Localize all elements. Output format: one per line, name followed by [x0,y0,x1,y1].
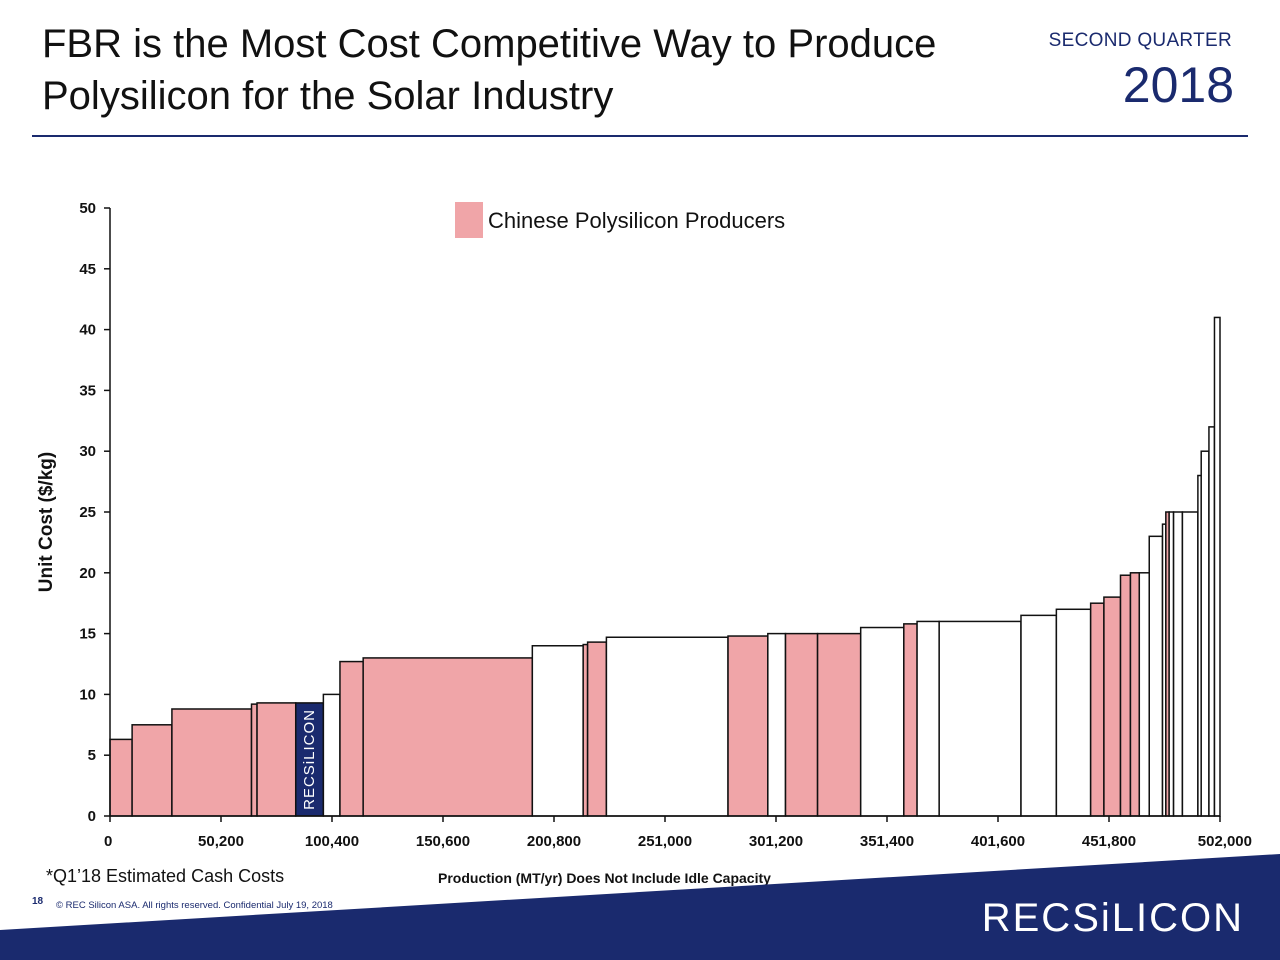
x-tick-label: 0 [104,833,112,850]
y-tick-label: 5 [88,747,96,764]
bar-other-22 [1055,608,1092,817]
company-logo: RECSiLICON [981,896,1244,940]
x-tick-label: 50,200 [198,833,244,850]
page-title: FBR is the Most Cost Competitive Way to … [42,18,1022,122]
x-tick-label: 301,200 [749,833,803,850]
bar-chinese-13 [727,635,769,817]
y-tick-label: 35 [79,382,96,399]
x-tick-label: 451,800 [1082,833,1136,850]
y-axis-title: Unit Cost ($/kg) [36,452,57,592]
copyright-text: © REC Silicon ASA. All rights reserved. … [56,900,333,911]
bar-chinese-4 [256,702,297,817]
x-tick-label: 401,600 [971,833,1025,850]
bar-rec-5 [294,702,325,817]
y-tick-label: 50 [79,200,96,217]
bar-other-20 [938,620,1022,817]
bar-chinese-15 [784,632,819,817]
footnote: *Q1’18 Estimated Cash Costs [46,866,285,886]
y-tick-label: 40 [79,322,96,339]
x-tick-label: 100,400 [305,833,359,850]
rec-bar-label: RECSiLICON [301,709,318,810]
title-line-1: FBR is the Most Cost Competitive Way to … [42,22,937,66]
title-divider [32,135,1248,137]
x-tick-label: 502,000 [1198,833,1252,850]
year-label: 2018 [1122,57,1234,113]
y-tick-label: 20 [79,565,96,582]
x-tick-label: 251,000 [638,833,692,850]
x-tick-label: 351,400 [860,833,914,850]
bar-other-12 [605,636,729,817]
x-tick-label: 200,800 [527,833,581,850]
legend-swatch [455,202,483,238]
y-tick-label: 0 [88,808,96,825]
y-tick-label: 45 [79,261,96,278]
quarter-label: SECOND QUARTER [1048,30,1232,51]
y-tick-label: 30 [79,443,96,460]
bar-other-17 [859,626,905,817]
bar-chinese-16 [816,632,862,817]
x-axis-label: Production (MT/yr) Does Not Include Idle… [438,870,771,886]
x-tick-label: 150,600 [416,833,470,850]
y-tick-label: 15 [79,626,96,643]
legend-label: Chinese Polysilicon Producers [488,208,785,233]
y-tick-label: 10 [79,686,96,703]
page-number: 18 [32,896,44,907]
y-tick-label: 25 [79,504,96,521]
bar-other-21 [1020,614,1058,817]
bar-other-9 [531,645,584,817]
title-line-2: Polysilicon for the Solar Industry [42,74,614,118]
